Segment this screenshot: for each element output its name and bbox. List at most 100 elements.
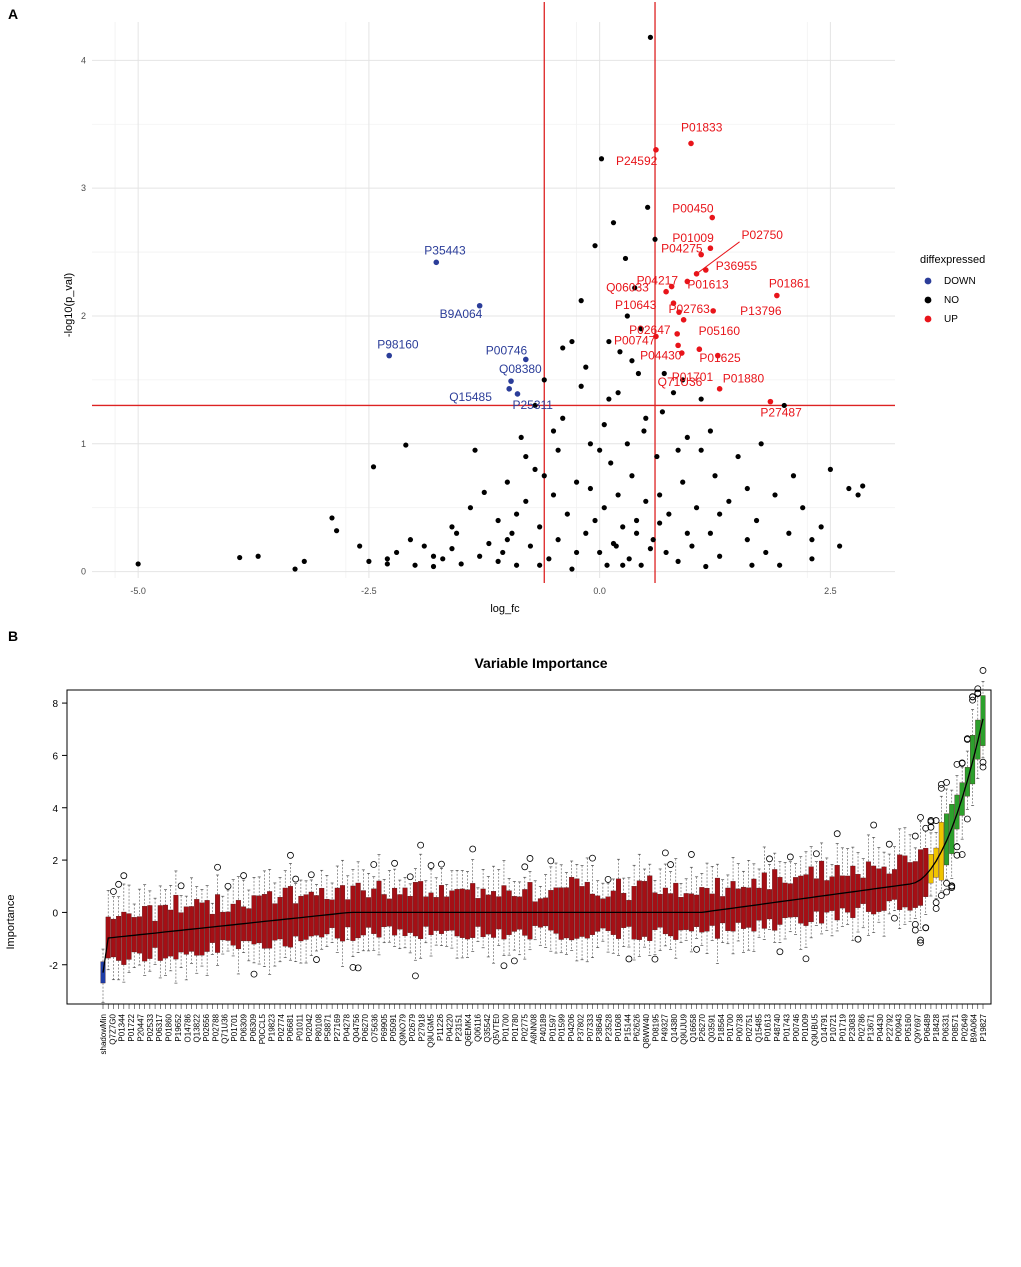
- volcano-point: [458, 561, 464, 567]
- volcano-point: [855, 492, 861, 498]
- boxplot-outlier: [406, 873, 414, 881]
- volcano-point: [550, 428, 557, 434]
- volcano-label-p13796: P13796: [740, 304, 782, 318]
- volcano-point: [684, 530, 690, 536]
- volcano-point: [301, 558, 307, 564]
- boxplot-outlier: [943, 778, 950, 786]
- boxplot-x-label: P00746: [792, 1013, 801, 1041]
- boxplot-box: [287, 886, 293, 948]
- boxplot-x-label: P01700: [726, 1013, 735, 1041]
- volcano-point: [615, 492, 621, 498]
- boxplot-x-label: P01780: [511, 1013, 520, 1041]
- boxplot-outlier: [427, 862, 435, 869]
- boxplot-box: [147, 905, 153, 959]
- boxplot-y-tick-label: 8: [52, 699, 58, 710]
- boxplot-x-label: P06317: [155, 1013, 164, 1041]
- boxplot-outlier: [927, 817, 935, 824]
- boxplot-outlier: [911, 832, 919, 840]
- volcano-point: [592, 243, 598, 249]
- volcano-point: [555, 447, 561, 453]
- volcano-point-p24592: [653, 147, 659, 153]
- volcano-y-ticks: 0 1 2 3 4: [81, 55, 86, 576]
- volcano-point-q71u36: [716, 386, 723, 392]
- boxplot-x-label: P08571: [951, 1013, 960, 1041]
- boxplot-outlier: [354, 964, 362, 972]
- volcano-label-p10643: P10643: [615, 298, 657, 312]
- volcano-point: [573, 549, 580, 556]
- boxplot-box: [438, 885, 444, 934]
- boxplot-outlier: [500, 962, 508, 970]
- volcano-point: [546, 556, 552, 562]
- volcano-point: [846, 485, 852, 492]
- volcano-plot: P35443 B9A064 P98160 P00746 Q08380 Q15485 P253…: [63, 2, 985, 615]
- boxplot-x-label: P06489: [923, 1013, 932, 1041]
- boxplot-box: [839, 875, 845, 909]
- boxplot-x-label: P80108: [314, 1013, 323, 1041]
- volcano-point-p10643: [676, 309, 682, 315]
- boxplot-outlier: [917, 939, 924, 947]
- boxplot-box: [912, 861, 918, 908]
- boxplot-box: [652, 892, 658, 931]
- boxplot-outlier: [937, 892, 945, 899]
- boxplot-x-label: Q9NO79: [399, 1013, 408, 1045]
- boxplot-box: [813, 878, 819, 912]
- boxplot-x-label: P04206: [567, 1013, 576, 1041]
- volcano-point: [827, 466, 833, 472]
- boxplot-x-label: P02788: [211, 1013, 220, 1041]
- volcano-point: [560, 415, 566, 421]
- boxplot-y-tick-label: 2: [52, 856, 58, 867]
- boxplot-box: [407, 896, 413, 933]
- boxplot-box: [616, 878, 621, 939]
- boxplot-box: [824, 880, 830, 913]
- boxplot-x-label: P02775: [520, 1013, 529, 1041]
- volcano-y-tick-label: 0: [81, 567, 86, 577]
- volcano-point: [569, 338, 575, 345]
- boxplot-box: [428, 892, 434, 936]
- volcano-point: [744, 537, 750, 543]
- boxplot-outlier: [120, 872, 128, 880]
- boxplot-outlier: [412, 972, 419, 980]
- boxplot-outlier: [292, 875, 300, 883]
- volcano-label-p01009: P01009: [672, 231, 714, 245]
- boxplot-box: [293, 903, 299, 937]
- boxplot-box: [574, 878, 580, 939]
- boxplot-box: [808, 866, 814, 923]
- volcano-label-p01861: P01861: [769, 277, 811, 291]
- volcano-point: [620, 562, 626, 568]
- boxplot-x-label: P22792: [885, 1013, 894, 1041]
- volcano-point: [604, 562, 610, 568]
- volcano-point-p00450: [709, 214, 716, 221]
- volcano-point: [569, 566, 575, 572]
- boxplot-outlier: [953, 843, 961, 851]
- volcano-point: [583, 364, 589, 370]
- boxplot-box: [470, 883, 476, 938]
- boxplot-box: [569, 877, 575, 941]
- boxplot-box: [517, 896, 523, 930]
- variable-importance-plot: Variable Importance Importance -2 0 2 4 6 8 s…: [5, 655, 992, 1054]
- volcano-point: [495, 517, 501, 524]
- volcano-y-tick-label: 2: [81, 311, 86, 321]
- volcano-point-p98160: [386, 352, 393, 359]
- boxplot-outlier: [307, 871, 315, 879]
- boxplot-x-label: Q04756: [352, 1013, 361, 1042]
- volcano-point: [550, 492, 557, 498]
- volcano-point: [654, 453, 660, 460]
- boxplot-box: [532, 901, 538, 926]
- volcano-point: [809, 556, 815, 562]
- volcano-point: [477, 553, 483, 559]
- volcano-point: [712, 473, 718, 479]
- volcano-point: [615, 390, 621, 396]
- boxplot-outlier: [214, 863, 221, 871]
- volcano-point: [617, 349, 623, 355]
- boxplot-x-label: P06270: [361, 1013, 370, 1041]
- volcano-point: [703, 563, 709, 570]
- boxplot-outlier: [240, 872, 247, 879]
- boxplot-x-label: P48740: [773, 1013, 782, 1041]
- boxplot-x-label: P01860: [165, 1013, 174, 1041]
- volcano-point: [707, 530, 714, 536]
- volcano-label-p35443: P35443: [424, 243, 466, 257]
- legend-swatch-down: [924, 277, 932, 285]
- volcano-point: [763, 549, 769, 556]
- boxplot-outlier: [625, 955, 633, 963]
- boxplot-box: [761, 872, 767, 929]
